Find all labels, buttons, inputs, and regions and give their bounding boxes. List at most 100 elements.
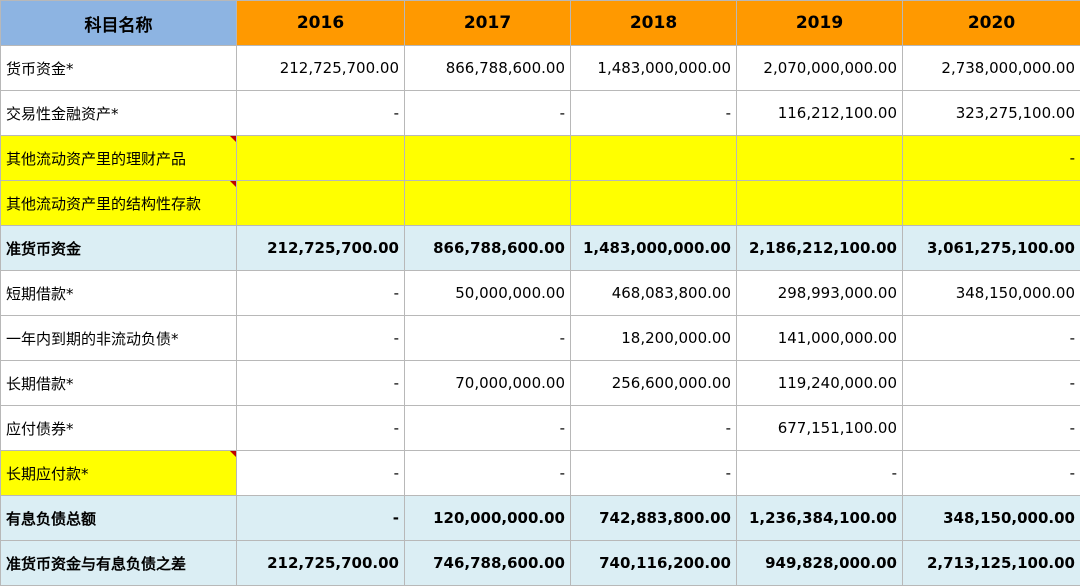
- cell-2018[interactable]: [571, 181, 737, 226]
- cell-2018[interactable]: [571, 136, 737, 181]
- row-label[interactable]: 其他流动资产里的结构性存款: [1, 181, 237, 226]
- cell-2017[interactable]: -: [405, 316, 571, 361]
- row-label-text: 一年内到期的非流动负债*: [6, 330, 179, 348]
- row-label[interactable]: 其他流动资产里的理财产品: [1, 136, 237, 181]
- cell-2019[interactable]: [737, 181, 903, 226]
- cell-2018[interactable]: 740,116,200.00: [571, 541, 737, 586]
- cell-2017[interactable]: 70,000,000.00: [405, 361, 571, 406]
- row-label-text: 准货币资金与有息负债之差: [6, 555, 186, 573]
- header-item-name[interactable]: 科目名称: [1, 1, 237, 46]
- cell-2020[interactable]: 348,150,000.00: [903, 496, 1080, 541]
- cell-2018[interactable]: -: [571, 451, 737, 496]
- header-year-2019[interactable]: 2019: [737, 1, 903, 46]
- cell-2016[interactable]: -: [237, 496, 405, 541]
- row-label[interactable]: 准货币资金: [1, 226, 237, 271]
- cell-2019[interactable]: 2,186,212,100.00: [737, 226, 903, 271]
- cell-2017[interactable]: 866,788,600.00: [405, 46, 571, 91]
- cell-2017[interactable]: 866,788,600.00: [405, 226, 571, 271]
- cell-2017[interactable]: [405, 136, 571, 181]
- row-label[interactable]: 交易性金融资产*: [1, 91, 237, 136]
- cell-2020[interactable]: -: [903, 361, 1080, 406]
- cell-2020[interactable]: -: [903, 316, 1080, 361]
- row-label[interactable]: 有息负债总额: [1, 496, 237, 541]
- cell-2019[interactable]: 141,000,000.00: [737, 316, 903, 361]
- cell-2017[interactable]: 120,000,000.00: [405, 496, 571, 541]
- row-label[interactable]: 一年内到期的非流动负债*: [1, 316, 237, 361]
- cell-2016[interactable]: -: [237, 271, 405, 316]
- cell-2020[interactable]: 2,738,000,000.00: [903, 46, 1080, 91]
- cell-2020[interactable]: -: [903, 136, 1080, 181]
- cell-2016[interactable]: -: [237, 361, 405, 406]
- cell-2019[interactable]: [737, 136, 903, 181]
- cell-2019[interactable]: 677,151,100.00: [737, 406, 903, 451]
- row-label[interactable]: 短期借款*: [1, 271, 237, 316]
- cell-2020[interactable]: 323,275,100.00: [903, 91, 1080, 136]
- row-label-text: 有息负债总额: [6, 510, 96, 528]
- table-row: 其他流动资产里的理财产品 -: [1, 136, 1080, 181]
- cell-2017[interactable]: [405, 181, 571, 226]
- cell-2020[interactable]: 3,061,275,100.00: [903, 226, 1080, 271]
- cell-2016[interactable]: [237, 181, 405, 226]
- cell-2020[interactable]: -: [903, 406, 1080, 451]
- header-year-2016[interactable]: 2016: [237, 1, 405, 46]
- cell-2018[interactable]: 256,600,000.00: [571, 361, 737, 406]
- table-row: 长期应付款*-----: [1, 451, 1080, 496]
- cell-2018[interactable]: -: [571, 406, 737, 451]
- cell-2018[interactable]: -: [571, 91, 737, 136]
- comment-flag-icon: [230, 181, 236, 187]
- cell-2019[interactable]: 116,212,100.00: [737, 91, 903, 136]
- cell-2018[interactable]: 742,883,800.00: [571, 496, 737, 541]
- comment-flag-icon: [230, 451, 236, 457]
- row-label-text: 货币资金*: [6, 60, 74, 78]
- row-label[interactable]: 长期应付款*: [1, 451, 237, 496]
- row-label-text: 长期应付款*: [6, 465, 89, 483]
- cell-2016[interactable]: 212,725,700.00: [237, 541, 405, 586]
- row-label[interactable]: 长期借款*: [1, 361, 237, 406]
- row-label-text: 交易性金融资产*: [6, 105, 119, 123]
- header-year-2020[interactable]: 2020: [903, 1, 1080, 46]
- row-label-text: 短期借款*: [6, 285, 74, 303]
- cell-2019[interactable]: -: [737, 451, 903, 496]
- row-label[interactable]: 应付债券*: [1, 406, 237, 451]
- header-year-2018[interactable]: 2018: [571, 1, 737, 46]
- cell-2017[interactable]: -: [405, 406, 571, 451]
- cell-2016[interactable]: 212,725,700.00: [237, 226, 405, 271]
- cell-2018[interactable]: 1,483,000,000.00: [571, 226, 737, 271]
- cell-2016[interactable]: -: [237, 451, 405, 496]
- cell-2020[interactable]: [903, 181, 1080, 226]
- header-year-2017[interactable]: 2017: [405, 1, 571, 46]
- row-label[interactable]: 准货币资金与有息负债之差: [1, 541, 237, 586]
- cell-2020[interactable]: 2,713,125,100.00: [903, 541, 1080, 586]
- cell-2020[interactable]: 348,150,000.00: [903, 271, 1080, 316]
- cell-2017[interactable]: 50,000,000.00: [405, 271, 571, 316]
- cell-2019[interactable]: 1,236,384,100.00: [737, 496, 903, 541]
- cell-2019[interactable]: 949,828,000.00: [737, 541, 903, 586]
- cell-2019[interactable]: 2,070,000,000.00: [737, 46, 903, 91]
- cell-2019[interactable]: 298,993,000.00: [737, 271, 903, 316]
- cell-2017[interactable]: -: [405, 451, 571, 496]
- cell-2017[interactable]: 746,788,600.00: [405, 541, 571, 586]
- cell-2020[interactable]: -: [903, 451, 1080, 496]
- cell-2019[interactable]: 119,240,000.00: [737, 361, 903, 406]
- row-label[interactable]: 货币资金*: [1, 46, 237, 91]
- cell-2018[interactable]: 18,200,000.00: [571, 316, 737, 361]
- row-label-text: 长期借款*: [6, 375, 74, 393]
- cell-2016[interactable]: -: [237, 91, 405, 136]
- cell-2018[interactable]: 1,483,000,000.00: [571, 46, 737, 91]
- header-row: 科目名称 2016 2017 2018 2019 2020: [1, 1, 1080, 46]
- cell-2016[interactable]: -: [237, 406, 405, 451]
- row-label-text: 准货币资金: [6, 240, 81, 258]
- cell-2016[interactable]: -: [237, 316, 405, 361]
- cell-2016[interactable]: [237, 136, 405, 181]
- cell-2018[interactable]: 468,083,800.00: [571, 271, 737, 316]
- cell-2017[interactable]: -: [405, 91, 571, 136]
- row-label-text: 其他流动资产里的结构性存款: [6, 195, 201, 213]
- cell-2016[interactable]: 212,725,700.00: [237, 46, 405, 91]
